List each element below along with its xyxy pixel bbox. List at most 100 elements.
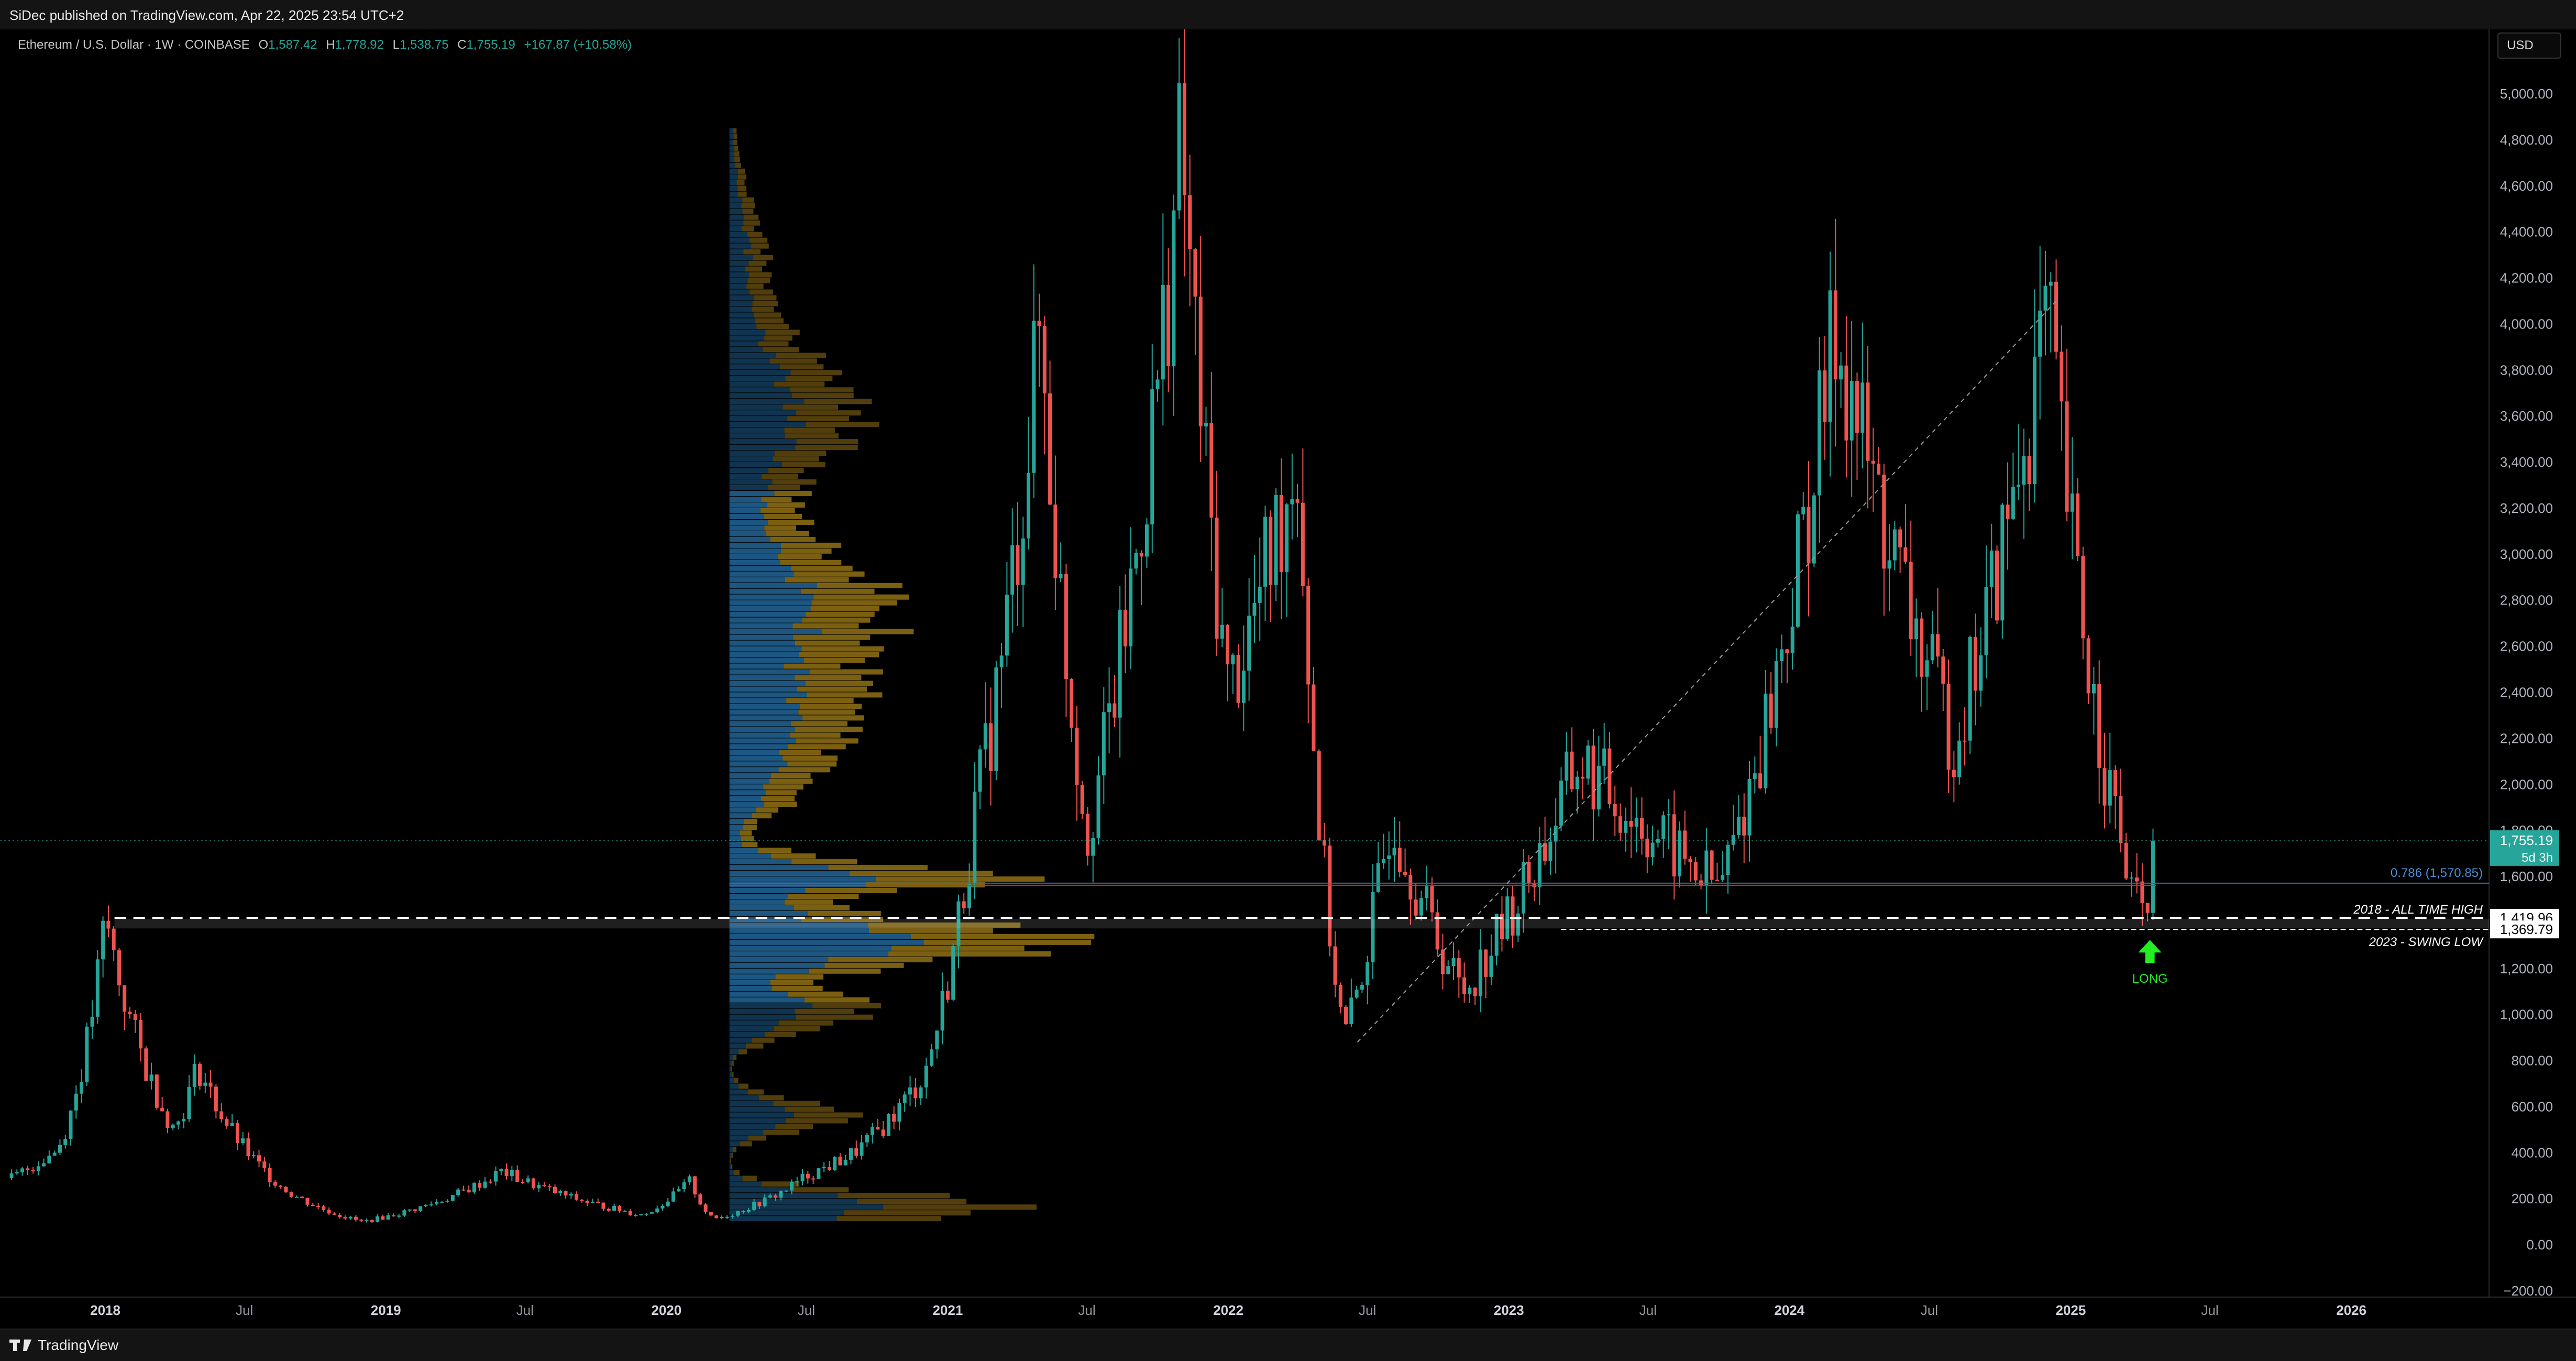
candle-body — [865, 1135, 869, 1143]
volume-profile-bar-sell — [780, 559, 842, 565]
volume-profile-bar-buy — [729, 606, 811, 611]
candle-body — [1693, 862, 1698, 881]
volume-profile-bar-sell — [772, 985, 823, 991]
volume-profile-bar-buy — [729, 957, 829, 962]
volume-profile-bar-buy — [729, 1135, 748, 1141]
volume-profile-bar-buy — [729, 646, 802, 652]
time-axis: 2018 Jul 2019 Jul 2020 Jul 2021 Jul 2022 Jul 2023 J… — [90, 1302, 2366, 1318]
volume-profile-bar-buy — [729, 709, 799, 715]
chart-area[interactable]: 5,000.00 4,800.00 4,600.00 4,400.00 4,200.00… — [0, 29, 2576, 1329]
volume-profile-bar-buy — [729, 157, 735, 162]
candle-body — [999, 655, 1004, 668]
volume-profile-bar-buy — [729, 162, 735, 168]
volume-profile-bar-sell — [808, 910, 881, 916]
candle-body — [1371, 892, 1375, 962]
volume-profile-bar-sell — [731, 1164, 733, 1170]
candle-body — [187, 1086, 191, 1119]
candle-body — [940, 991, 944, 1031]
volume-profile-bar-sell — [804, 997, 870, 1003]
volume-profile-bar-sell — [780, 542, 842, 548]
price-tick-label: 2,000.00 — [2500, 776, 2553, 792]
volume-profile-bar-sell — [811, 600, 897, 606]
volume-profile-bar-buy — [729, 433, 785, 439]
candle-body — [666, 1201, 670, 1206]
candle-body — [391, 1215, 395, 1216]
candle-body — [1844, 365, 1848, 441]
volume-profile-bar-sell — [770, 853, 816, 859]
volume-profile-bar-sell — [749, 237, 768, 243]
time-tick-label: 2024 — [1774, 1302, 1804, 1318]
candle-body — [504, 1169, 509, 1177]
candle-body — [1618, 816, 1622, 833]
candle-body — [1478, 949, 1482, 996]
candle-body — [327, 1210, 331, 1214]
volume-profile-bar-sell — [731, 1072, 734, 1078]
volume-profile-bar-sell — [754, 318, 784, 324]
volume-profile-bar-buy — [729, 306, 752, 312]
volume-profile-bar-buy — [729, 790, 766, 796]
candle-body — [424, 1204, 428, 1206]
candle-body — [1096, 775, 1100, 838]
volume-profile-bar-buy — [729, 819, 744, 825]
volume-profile-bar-sell — [747, 232, 763, 237]
volume-profile-bar-buy — [729, 893, 788, 899]
volume-profile-bar-sell — [770, 536, 816, 542]
volume-profile-bar-buy — [729, 922, 868, 928]
candle-body — [1150, 389, 1154, 525]
volume-profile-bar-buy — [729, 825, 743, 830]
volume-profile-bar-sell — [733, 1078, 739, 1083]
candle-body — [849, 1148, 853, 1160]
candle-body — [279, 1186, 283, 1187]
price-tick-label: 3,400.00 — [2500, 454, 2553, 470]
candle-body — [386, 1215, 390, 1220]
volume-profile-bar-sell — [794, 571, 865, 577]
candle-body — [2060, 352, 2064, 402]
volume-profile-bar-buy — [729, 295, 754, 301]
candle-body — [1220, 624, 1224, 639]
candle-body — [967, 883, 971, 908]
candle-body — [435, 1202, 439, 1204]
volume-profile-bar-sell — [760, 508, 795, 513]
candle-body — [1941, 656, 1945, 684]
volume-profile-bar-buy — [729, 1204, 884, 1210]
candle-body — [300, 1197, 304, 1198]
volume-profile-bar-buy — [729, 226, 742, 232]
time-tick-label: 2025 — [2055, 1302, 2086, 1318]
volume-profile-bar-sell — [775, 974, 823, 980]
currency-button[interactable]: USD — [2497, 32, 2561, 59]
volume-profile-bar-buy — [729, 721, 791, 727]
candle-body — [246, 1138, 250, 1157]
volume-profile-bar-sell — [731, 1060, 734, 1066]
candle-body — [1209, 423, 1214, 518]
volume-profile-bar-sell — [790, 732, 841, 738]
brand[interactable]: TradingView — [9, 1337, 118, 1354]
candle-body — [47, 1155, 51, 1164]
candle-body — [2027, 455, 2031, 485]
price-tick-label: 3,000.00 — [2500, 546, 2553, 562]
candle-body — [1850, 381, 1854, 441]
candle-body — [1134, 553, 1138, 569]
candle-body — [1204, 423, 1208, 426]
volume-profile-bar-buy — [729, 848, 758, 853]
volume-profile-bar-sell — [754, 312, 781, 318]
candle-body — [978, 749, 982, 792]
volume-profile-bar-sell — [795, 727, 863, 732]
volume-profile-bar-sell — [751, 813, 772, 819]
volume-profile-bar-buy — [729, 859, 792, 865]
candle-body — [757, 1202, 762, 1206]
candle-body — [58, 1145, 62, 1153]
candle-body — [945, 991, 950, 1000]
candle-body — [746, 1210, 751, 1212]
volume-profile-bar-sell — [753, 295, 777, 301]
time-tick-label: Jul — [236, 1302, 253, 1318]
candle-body — [494, 1171, 498, 1182]
candle-body — [348, 1216, 353, 1219]
volume-profile-bar-sell — [750, 289, 774, 295]
candle-body — [1091, 838, 1095, 856]
candle-body — [1408, 875, 1413, 900]
price-chart[interactable]: 5,000.00 4,800.00 4,600.00 4,400.00 4,200.00… — [0, 29, 2576, 1329]
volume-profile-bar-sell — [844, 1210, 971, 1216]
candle-body — [2038, 310, 2042, 357]
volume-profile-bar-sell — [741, 836, 754, 842]
volume-profile-bar-buy — [729, 767, 779, 773]
